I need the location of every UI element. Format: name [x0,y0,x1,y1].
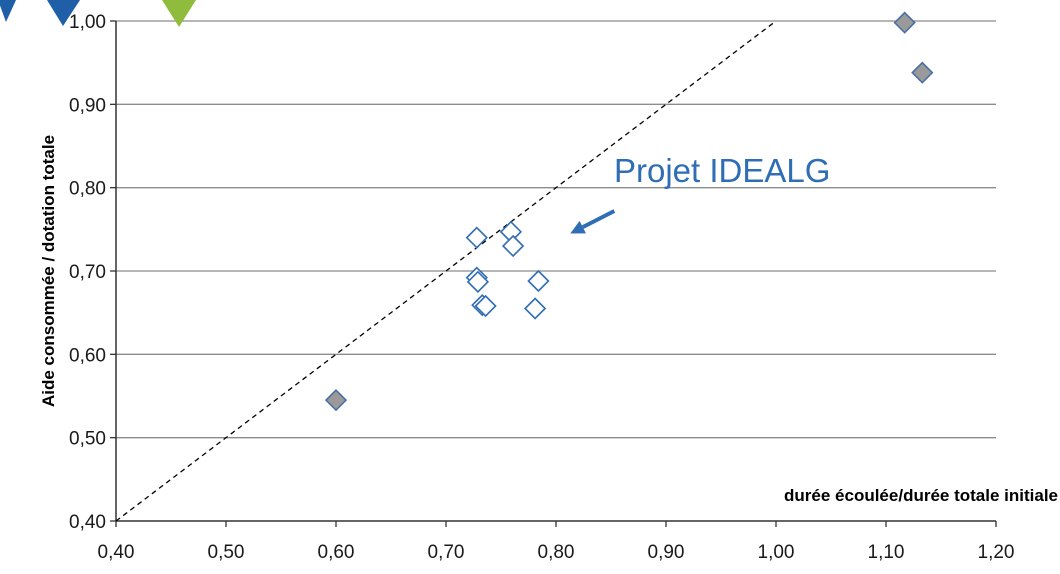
y-tick-label: 0,80 [69,179,106,200]
open-diamond-point [465,226,488,249]
x-tick-label: 0,50 [208,542,245,563]
x-tick-labels: 0,40 0,50 0,60 0,70 0,80 0,90 1,00 1,10 1,20 [98,521,1015,563]
annotation-label: Projet IDEALG [614,152,830,189]
annotation-arrow [581,209,616,229]
y-tick-label: 0,40 [69,512,106,533]
open-diamond-point [501,234,525,258]
open-diamond-point [527,269,550,293]
x-tick-label: 0,70 [428,542,465,563]
y-tick-label: 0,70 [69,262,106,283]
x-tick-label: 1,10 [868,542,905,563]
open-diamond-point [474,294,497,318]
y-tick-label: 0,60 [69,345,106,366]
x-tick-label: 0,90 [648,542,685,563]
y-tick-labels: 0,40 0,50 0,60 0,70 0,80 0,90 1,00 [69,12,116,533]
x-tick-label: 1,20 [978,542,1015,563]
x-axis-label: durée écoulée/durée totale initiale [784,486,1058,505]
data-points [324,11,934,412]
x-tick-label: 0,40 [98,542,135,563]
x-tick-label: 0,80 [538,542,575,563]
y-axis-label: Aide consommée / dotation totale [39,135,58,407]
blue-triangle-marker [0,0,16,22]
annotation-arrowhead [570,220,586,234]
open-diamond-point [466,270,490,293]
annotation: Projet IDEALG [570,152,830,234]
y-tick-label: 0,50 [69,429,106,450]
y-tick-label: 0,90 [69,95,106,116]
x-tick-label: 1,00 [758,542,795,563]
filled-diamond-point [911,61,934,84]
top-decorations [0,0,196,27]
open-diamond-point [523,297,547,320]
reference-diagonal-line [115,20,777,522]
filled-diamond-point [324,389,348,412]
y-tick-label: 1,00 [69,12,106,33]
blue-triangle-marker [47,0,80,26]
green-triangle-marker [162,0,196,27]
x-tick-label: 0,60 [318,542,355,563]
filled-diamond-point [893,11,916,34]
gridlines [116,20,996,439]
